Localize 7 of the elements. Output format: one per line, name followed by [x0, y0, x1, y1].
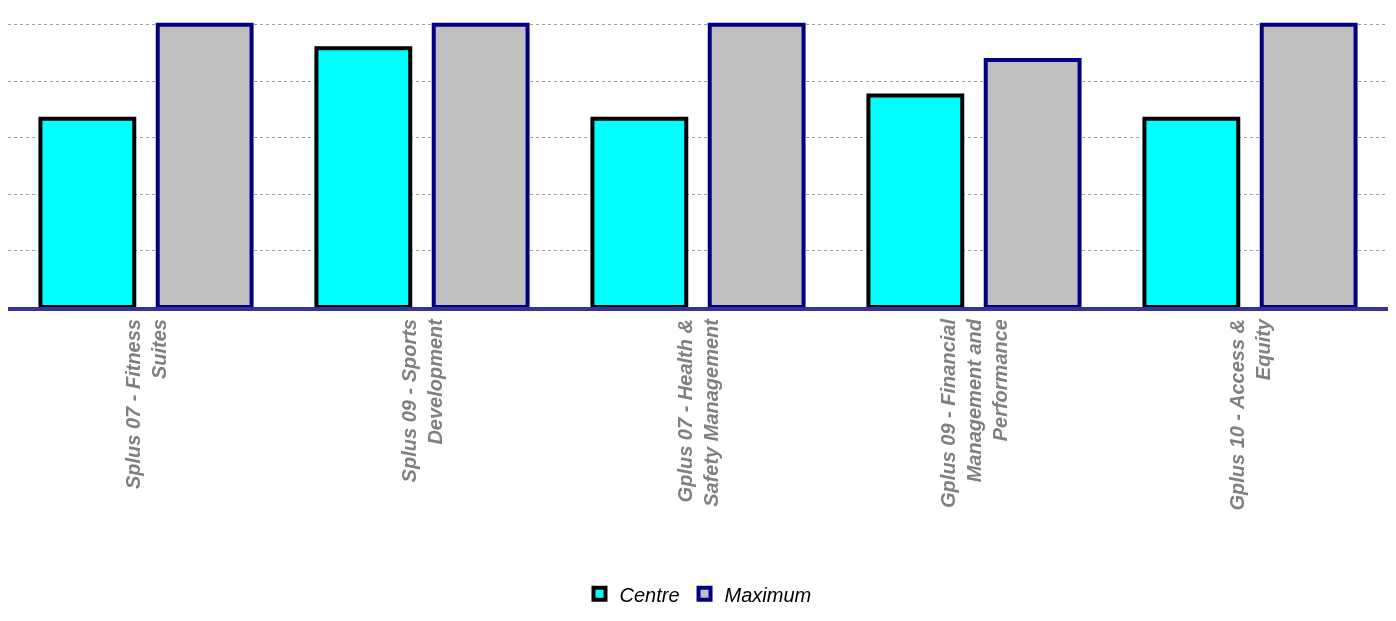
legend-label: Centre — [619, 583, 680, 606]
x-tick-label: Gplus 09 - Financial Management and Performance — [936, 318, 1011, 508]
x-tick-label: Splus 09 - Sports Development — [397, 317, 446, 483]
x-tick-label: Splus 07 - Fitness Suites — [121, 319, 170, 490]
x-tick-label: Gplus 10 - Access & Equity — [1225, 318, 1274, 511]
x-tick-label: Gplus 07 - Health & Safety Management — [673, 317, 722, 507]
legend-label: Maximum — [724, 583, 812, 606]
